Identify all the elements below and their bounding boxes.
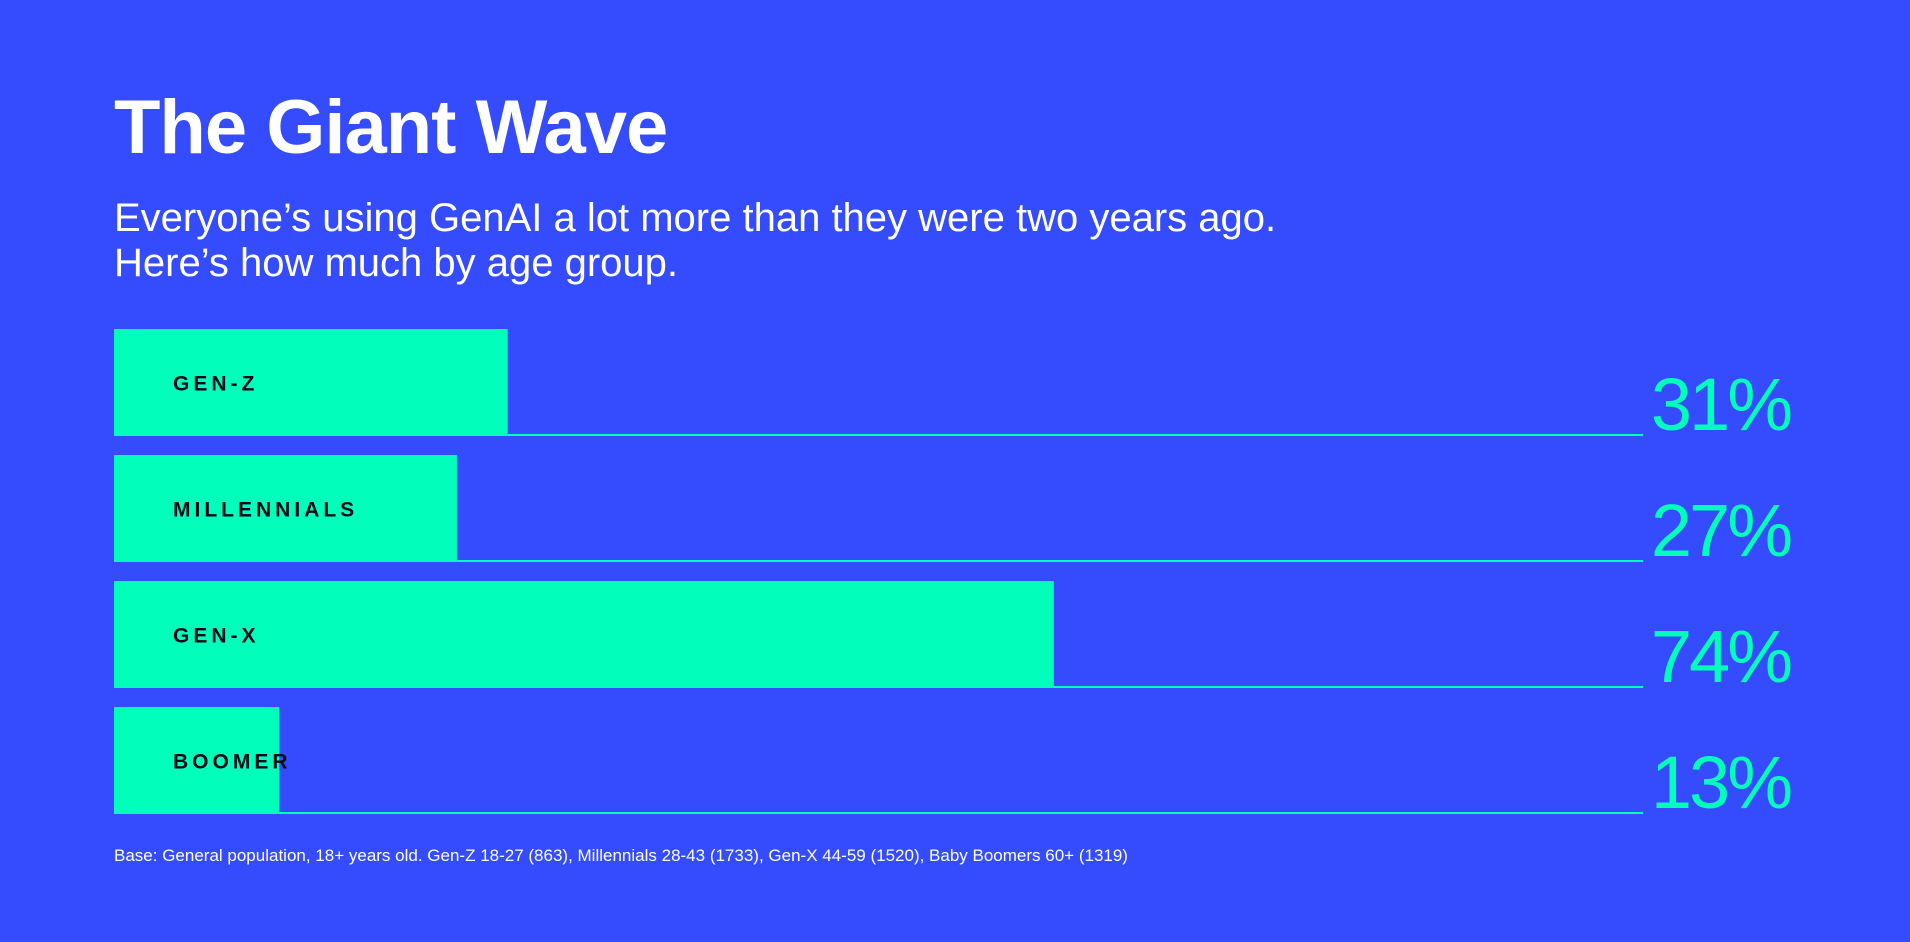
bar: [114, 581, 1054, 688]
bar-value-label: 74%: [1651, 615, 1791, 698]
bar-category-label: GEN-X: [173, 625, 260, 648]
bar-category-label: BOOMER: [173, 751, 292, 774]
bar-row: GEN-X 74%: [114, 581, 1794, 698]
bar-category-label: MILLENNIALS: [173, 499, 358, 522]
bar-row: MILLENNIALS 27%: [114, 455, 1794, 572]
bar: [114, 707, 280, 814]
bar-value-label: 13%: [1651, 741, 1791, 824]
bar: [114, 455, 457, 562]
footnote: Base: General population, 18+ years old.…: [114, 846, 1128, 865]
chart-subtitle: Everyone’s using GenAI a lot more than t…: [114, 196, 1614, 286]
bar-value-label: 27%: [1651, 489, 1791, 572]
bar-category-label: GEN-Z: [173, 373, 258, 396]
bar: [114, 329, 508, 436]
bar-row: BOOMER 13%: [114, 707, 1794, 824]
chart-title: The Giant Wave: [114, 85, 668, 170]
subtitle-line-2: Here’s how much by age group.: [114, 241, 679, 285]
subtitle-line-1: Everyone’s using GenAI a lot more than t…: [114, 196, 1277, 240]
bar-value-label: 31%: [1651, 363, 1791, 446]
bar-row: GEN-Z 31%: [114, 329, 1794, 446]
